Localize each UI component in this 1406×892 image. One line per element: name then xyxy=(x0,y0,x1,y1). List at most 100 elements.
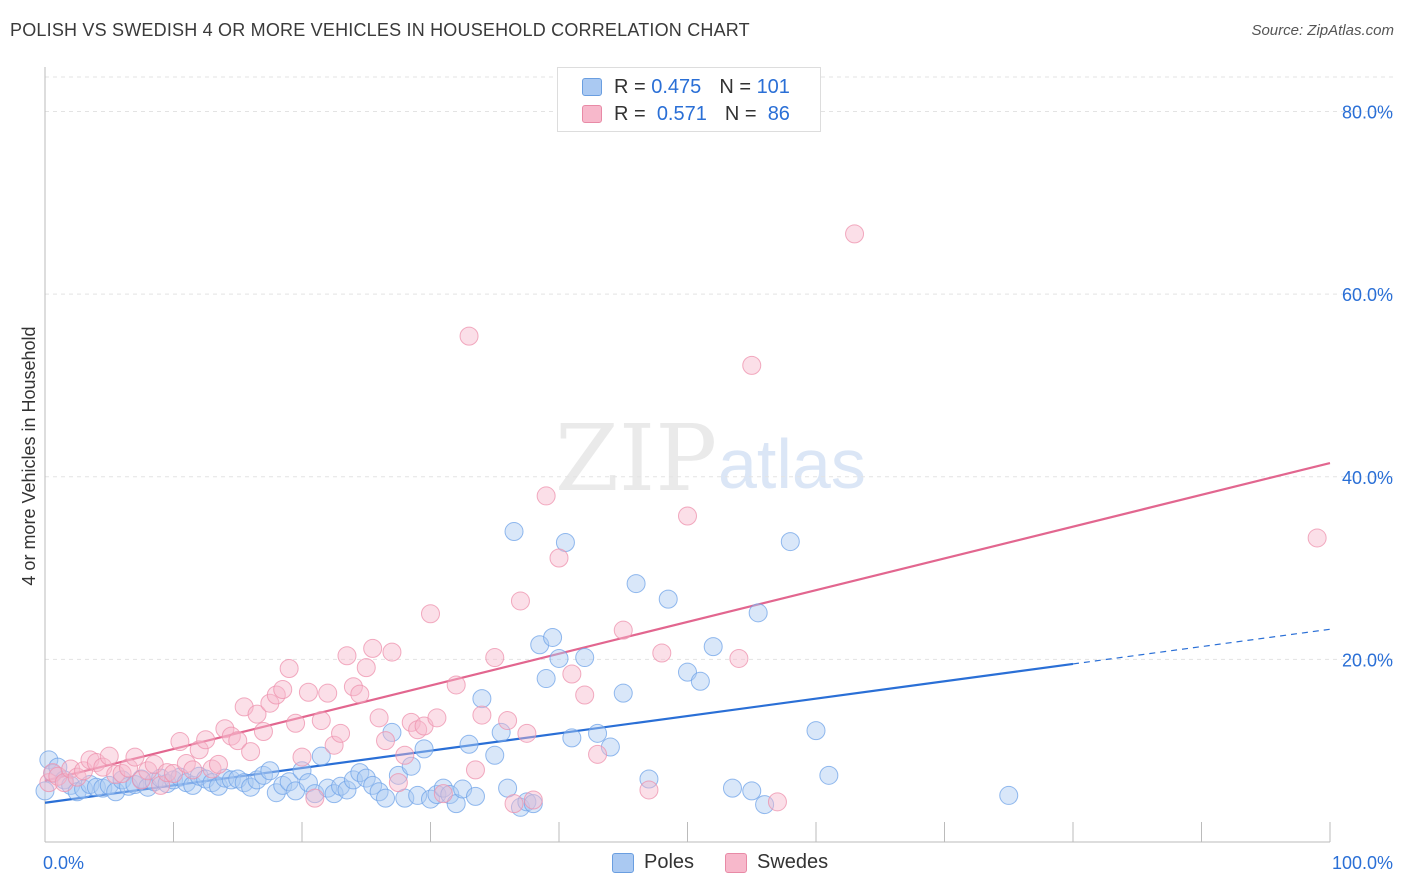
legend-swatch-poles xyxy=(582,78,602,96)
point-swedes xyxy=(324,735,344,755)
point-swedes xyxy=(318,683,338,703)
point-poles xyxy=(575,648,595,668)
point-swedes xyxy=(350,684,370,704)
point-swedes xyxy=(228,731,248,751)
point-poles xyxy=(408,785,428,805)
point-swedes xyxy=(331,723,351,743)
point-poles xyxy=(703,637,723,657)
point-swedes xyxy=(562,664,582,684)
point-poles xyxy=(780,532,800,552)
point-poles xyxy=(350,763,370,783)
point-poles xyxy=(678,662,697,682)
series-label-swedes: Swedes xyxy=(757,851,829,873)
point-swedes xyxy=(253,722,273,742)
point-swedes xyxy=(363,638,383,658)
y-tick-label: 60.0% xyxy=(1342,285,1393,305)
point-swedes xyxy=(337,646,357,666)
series-label-poles: Poles xyxy=(644,851,695,873)
legend-row-swedes: R = 0.571 N = 86 xyxy=(582,101,790,127)
source-label: Source: ZipAtlas.com xyxy=(1251,22,1394,39)
point-swedes xyxy=(498,711,518,731)
point-swedes xyxy=(767,792,787,812)
point-swedes xyxy=(427,708,447,728)
point-swedes xyxy=(119,758,139,778)
point-swedes xyxy=(157,763,177,783)
point-swedes xyxy=(652,643,672,663)
point-swedes xyxy=(517,723,537,743)
point-poles xyxy=(356,768,376,788)
point-poles xyxy=(337,780,357,800)
point-swedes xyxy=(164,764,183,784)
point-swedes xyxy=(485,648,505,668)
legend-r-label: R = xyxy=(614,75,646,98)
point-poles xyxy=(626,574,646,594)
legend-swatch-swedes xyxy=(582,105,602,123)
point-poles xyxy=(324,784,344,804)
legend-n-label: N = xyxy=(724,102,757,125)
point-swedes xyxy=(99,746,119,766)
tick-labels: 20.0% 40.0% 60.0% 80.0% 0.0% 100.0% xyxy=(43,103,1393,873)
point-poles xyxy=(311,746,331,766)
axes xyxy=(44,67,1331,843)
chart-title: POLISH VS SWEDISH 4 OR MORE VEHICLES IN … xyxy=(10,20,750,40)
point-swedes xyxy=(112,764,132,784)
series-swatch-swedes xyxy=(725,852,747,873)
point-swedes xyxy=(189,740,209,760)
point-swedes xyxy=(376,731,396,751)
watermark: ZIP atlas xyxy=(555,405,866,512)
point-swedes xyxy=(433,784,453,804)
point-poles xyxy=(549,648,569,668)
point-swedes xyxy=(273,680,293,700)
point-swedes xyxy=(183,760,203,780)
point-poles xyxy=(266,783,286,803)
point-swedes xyxy=(459,326,479,346)
point-poles xyxy=(414,739,434,759)
point-poles xyxy=(999,785,1019,805)
y-tick-label: 40.0% xyxy=(1342,468,1393,488)
point-poles xyxy=(588,723,608,743)
point-swedes xyxy=(266,685,286,705)
legend-r-label: R = xyxy=(614,102,646,125)
series-swatch-poles xyxy=(612,852,634,873)
point-poles xyxy=(543,627,563,647)
point-poles xyxy=(305,784,325,804)
point-swedes xyxy=(388,773,408,793)
point-swedes xyxy=(208,754,228,774)
point-swedes xyxy=(639,780,659,800)
point-poles xyxy=(401,756,421,776)
point-swedes xyxy=(401,712,421,732)
point-swedes xyxy=(125,747,145,767)
point-swedes xyxy=(729,648,749,668)
point-swedes xyxy=(536,486,556,506)
x-tick-label: 100.0% xyxy=(1332,853,1393,873)
point-poles xyxy=(292,761,312,781)
point-swedes xyxy=(465,760,485,780)
point-swedes xyxy=(343,677,363,697)
point-swedes xyxy=(575,685,595,705)
y-tick-label: 20.0% xyxy=(1342,650,1393,670)
point-swedes xyxy=(446,675,466,695)
point-poles xyxy=(639,769,659,789)
point-poles xyxy=(562,728,582,748)
point-poles xyxy=(273,775,293,795)
legend-n-label: N = xyxy=(719,75,751,98)
point-swedes xyxy=(369,708,389,728)
point-swedes xyxy=(510,591,530,611)
point-swedes xyxy=(408,720,428,740)
point-poles xyxy=(202,773,222,793)
point-poles xyxy=(819,765,839,785)
point-poles xyxy=(472,689,492,709)
point-poles xyxy=(459,734,479,754)
series-legend-poles[interactable]: Poles xyxy=(612,851,694,874)
point-poles xyxy=(742,781,762,801)
point-swedes xyxy=(549,548,569,568)
series-legend-swedes[interactable]: Swedes xyxy=(725,851,828,874)
trend-line-swedes xyxy=(44,461,1331,782)
point-swedes xyxy=(215,719,235,739)
point-swedes xyxy=(421,604,440,624)
point-swedes xyxy=(845,224,865,244)
point-poles xyxy=(748,603,768,623)
watermark-atlas: atlas xyxy=(718,425,866,503)
point-swedes xyxy=(382,642,402,662)
correlation-legend: R = 0.475 N = 101 R = 0.571 N = 86 xyxy=(557,67,821,132)
